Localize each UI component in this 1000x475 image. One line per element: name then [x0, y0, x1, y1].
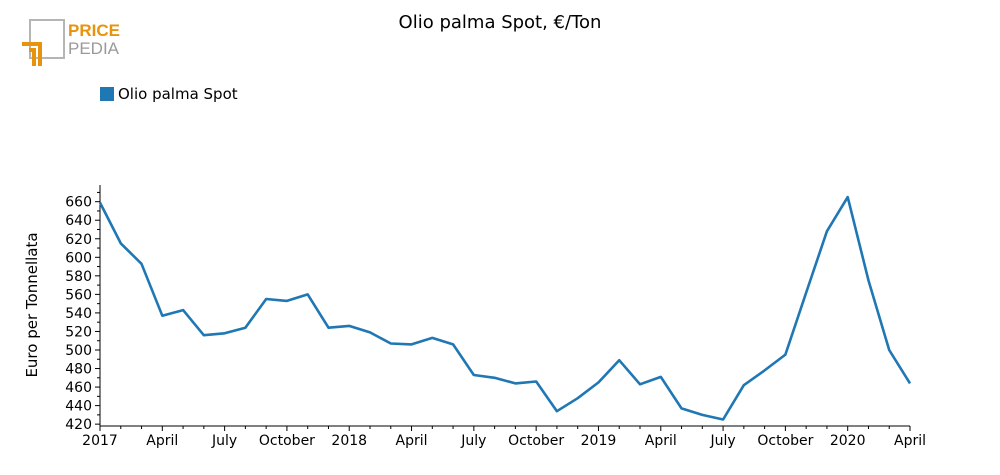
x-axis: 2017 April July October 2018 April July October… — [82, 425, 926, 449]
y-axis: 420 440 460 480 500 520 540 560 580 600 620 640 660 — [65, 185, 101, 433]
logo-text-price: PRICE — [68, 21, 120, 40]
x-tick-label: July — [709, 433, 735, 449]
x-tick-label: October — [259, 433, 315, 449]
x-tick-label: October — [508, 433, 564, 449]
y-tick-label: 660 — [65, 195, 92, 211]
x-tick-label: July — [460, 433, 486, 449]
y-tick-label: 600 — [65, 250, 92, 266]
x-tick-label: 2019 — [581, 433, 617, 449]
series-layer — [98, 195, 912, 421]
x-tick-label: 2017 — [82, 433, 118, 449]
y-tick-label: 500 — [65, 343, 92, 359]
x-tick-label: 2020 — [830, 433, 866, 449]
y-tick-label: 520 — [65, 324, 92, 340]
series-line-olio-palma-spot — [98, 195, 912, 421]
legend-label: Olio palma Spot — [118, 85, 238, 103]
logo-text-pedia: PEDIA — [68, 39, 120, 58]
y-tick-label: 620 — [65, 232, 92, 248]
x-tick-label: July — [211, 433, 237, 449]
y-tick-label: 440 — [65, 399, 92, 415]
y-tick-label: 420 — [65, 417, 92, 433]
x-tick-label: April — [396, 433, 428, 449]
y-tick-label: 540 — [65, 306, 92, 322]
x-tick-label: 2018 — [331, 433, 367, 449]
y-tick-label: 580 — [65, 269, 92, 285]
y-tick-label: 460 — [65, 380, 92, 396]
y-tick-label: 560 — [65, 287, 92, 303]
x-tick-label: April — [645, 433, 677, 449]
x-tick-label: April — [146, 433, 178, 449]
y-tick-label: 640 — [65, 213, 92, 229]
chart-title: Olio palma Spot, €/Ton — [398, 12, 602, 33]
y-axis-title: Euro per Tonnellata — [23, 232, 41, 377]
x-tick-label: October — [757, 433, 813, 449]
legend: Olio palma Spot — [100, 85, 238, 103]
legend-swatch — [100, 87, 114, 101]
y-tick-label: 480 — [65, 362, 92, 378]
pricepedia-logo: PRICE PEDIA — [22, 19, 120, 66]
x-tick-label: April — [894, 433, 926, 449]
